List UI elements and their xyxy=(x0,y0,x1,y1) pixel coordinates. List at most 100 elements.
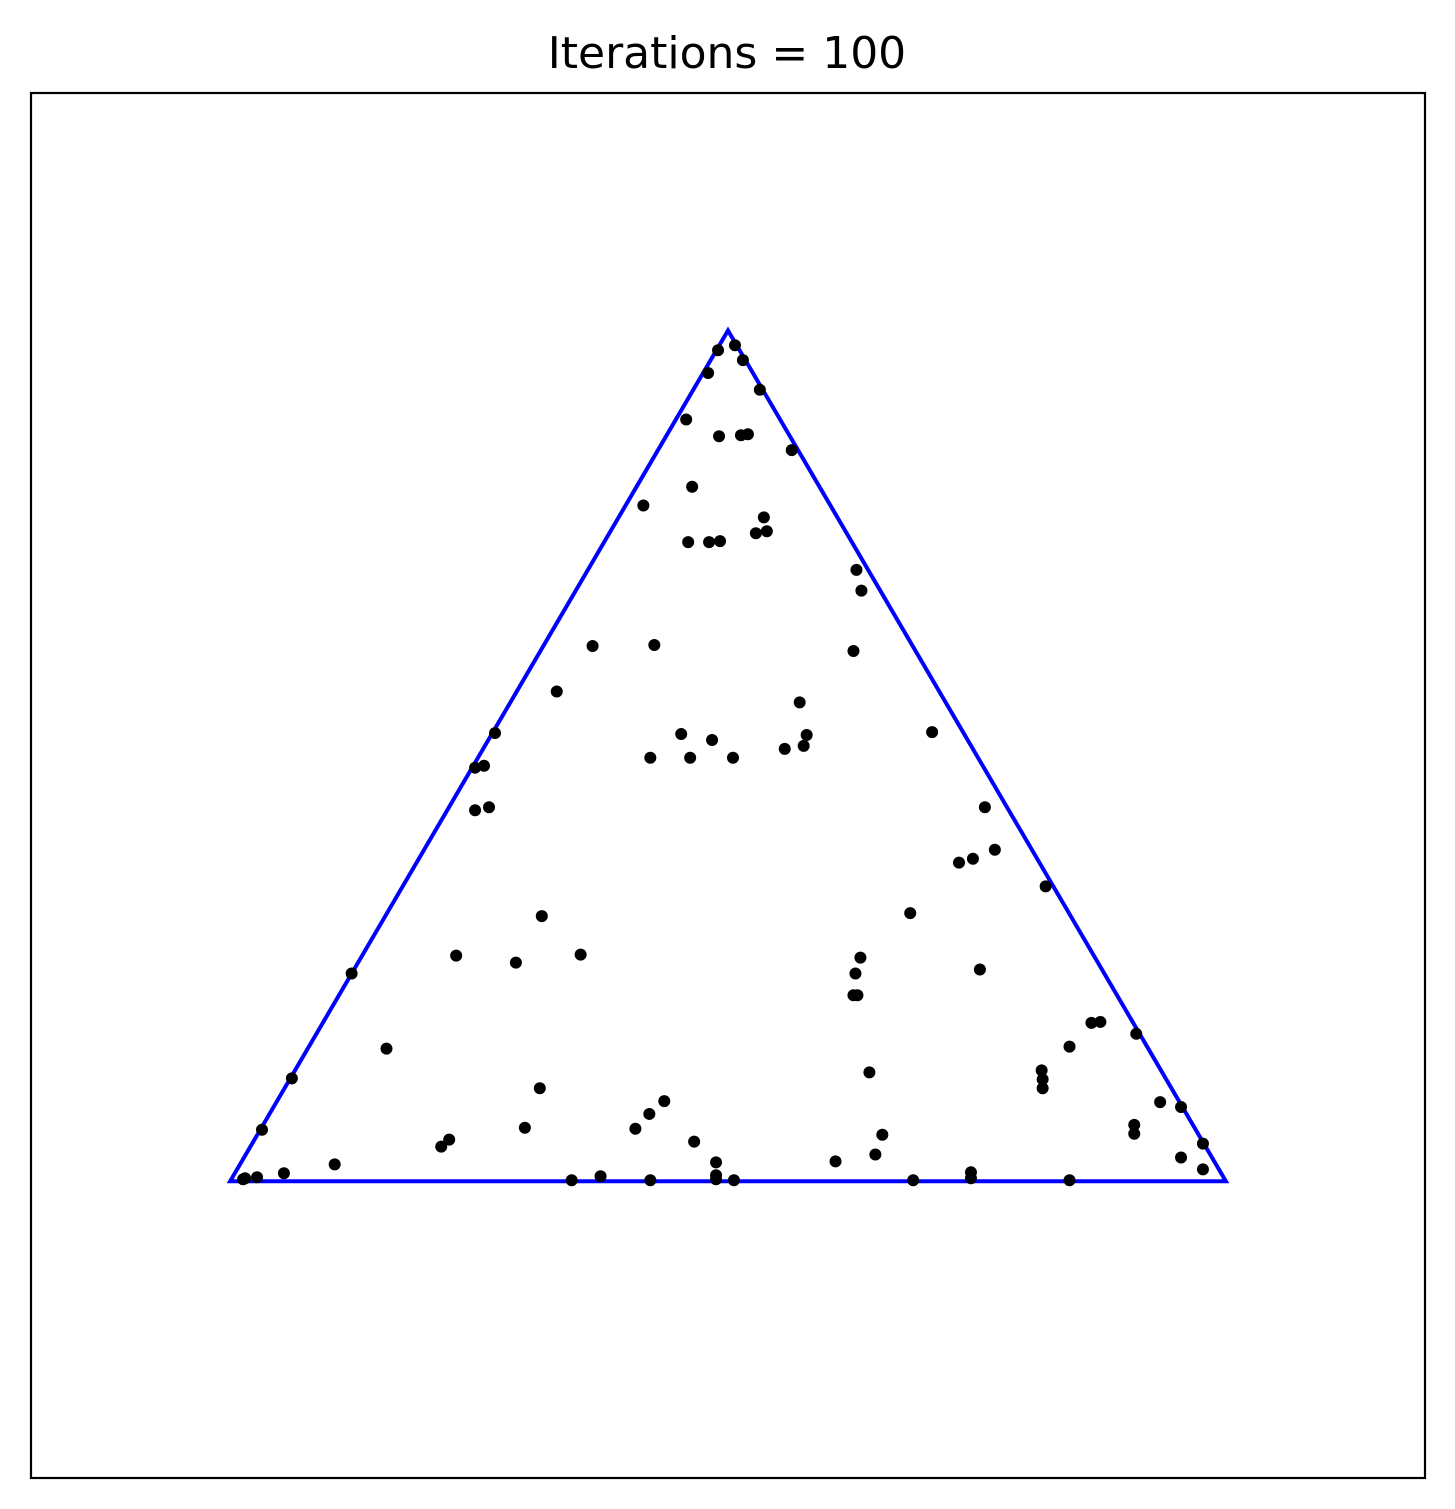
scatter-point-95 xyxy=(710,1173,723,1186)
scatter-point-79 xyxy=(1196,1137,1209,1150)
scatter-point-29 xyxy=(797,739,810,752)
scatter-point-5 xyxy=(680,413,693,426)
scatter-point-43 xyxy=(1039,880,1052,893)
scatter-point-48 xyxy=(450,949,463,962)
scatter-point-31 xyxy=(644,751,657,764)
scatter-point-52 xyxy=(345,967,358,980)
scatter-point-70 xyxy=(629,1122,642,1135)
scatter-point-30 xyxy=(778,742,791,755)
scatter-point-32 xyxy=(684,751,697,764)
scatter-point-83 xyxy=(829,1155,842,1168)
scatter-point-13 xyxy=(749,527,762,540)
scatter-point-26 xyxy=(675,728,688,741)
scatter-point-78 xyxy=(688,1135,701,1148)
triangle-outline xyxy=(226,326,1230,1184)
scatter-point-10 xyxy=(686,480,699,493)
scatter-point-17 xyxy=(703,536,716,549)
scatter-point-72 xyxy=(256,1123,269,1136)
scatter-point-14 xyxy=(760,525,773,538)
scatter-point-2 xyxy=(736,354,749,367)
scatter-point-82 xyxy=(710,1156,723,1169)
scatter-point-20 xyxy=(847,644,860,657)
scatter-point-1 xyxy=(728,339,741,352)
scatter-point-42 xyxy=(988,843,1001,856)
scatter-point-94 xyxy=(727,1174,740,1187)
scatter-point-4 xyxy=(753,383,766,396)
scatter-point-23 xyxy=(550,685,563,698)
scatter-point-56 xyxy=(1094,1015,1107,1028)
scatter-point-18 xyxy=(850,563,863,576)
scatter-point-47 xyxy=(854,951,867,964)
scatter-point-60 xyxy=(863,1066,876,1079)
scatter-point-62 xyxy=(1036,1073,1049,1086)
scatter-point-74 xyxy=(1128,1118,1141,1131)
scatter-point-89 xyxy=(251,1171,264,1184)
scatter-point-55 xyxy=(1085,1016,1098,1029)
scatter-point-69 xyxy=(643,1107,656,1120)
scatter-point-50 xyxy=(849,967,862,980)
scatter-point-15 xyxy=(714,535,727,548)
scatter-point-93 xyxy=(644,1174,657,1187)
plot-frame xyxy=(29,91,1427,1480)
scatter-point-98 xyxy=(1063,1174,1076,1187)
scatter-point-38 xyxy=(483,801,496,814)
scatter-point-8 xyxy=(741,428,754,441)
scatter-point-73 xyxy=(876,1128,889,1141)
scatter-point-46 xyxy=(574,948,587,961)
scatter-point-92 xyxy=(565,1174,578,1187)
scatter-point-68 xyxy=(1175,1101,1188,1114)
scatter-point-85 xyxy=(1196,1163,1209,1176)
scatter-point-41 xyxy=(966,852,979,865)
scatter-point-12 xyxy=(757,511,770,524)
scatter-point-21 xyxy=(586,640,599,653)
scatter-point-66 xyxy=(658,1095,671,1108)
scatter-point-24 xyxy=(793,696,806,709)
points-layer xyxy=(237,339,1209,1187)
scatter-point-86 xyxy=(277,1167,290,1180)
scatter-point-61 xyxy=(1035,1064,1048,1077)
scatter-point-81 xyxy=(1175,1151,1188,1164)
scatter-point-76 xyxy=(443,1133,456,1146)
scatter-point-75 xyxy=(1128,1127,1141,1140)
scatter-point-9 xyxy=(785,444,798,457)
scatter-point-40 xyxy=(953,856,966,869)
chart-title: Iterations = 100 xyxy=(548,28,906,79)
scatter-point-36 xyxy=(478,759,491,772)
scatter-point-25 xyxy=(489,727,502,740)
scatter-point-37 xyxy=(469,804,482,817)
scatter-point-6 xyxy=(713,430,726,443)
scatter-point-39 xyxy=(978,801,991,814)
scatter-point-3 xyxy=(702,366,715,379)
scatter-point-96 xyxy=(907,1174,920,1187)
scatter-point-63 xyxy=(1036,1082,1049,1095)
scatter-point-84 xyxy=(328,1158,341,1171)
scatter-point-97 xyxy=(964,1172,977,1185)
scatter-point-64 xyxy=(285,1072,298,1085)
scatter-point-22 xyxy=(648,639,661,652)
scatter-point-35 xyxy=(469,761,482,774)
scatter-point-28 xyxy=(800,729,813,742)
scatter-point-51 xyxy=(973,963,986,976)
scatter-point-59 xyxy=(1063,1040,1076,1053)
scatter-point-77 xyxy=(435,1140,448,1153)
scatter-point-65 xyxy=(533,1082,546,1095)
scatter-point-80 xyxy=(869,1148,882,1161)
scatter-point-33 xyxy=(726,751,739,764)
scatter-point-58 xyxy=(380,1042,393,1055)
scatter-point-54 xyxy=(851,989,864,1002)
scatter-point-34 xyxy=(926,726,939,739)
scatter-point-67 xyxy=(1154,1096,1167,1109)
scatter-point-19 xyxy=(855,584,868,597)
scatter-point-44 xyxy=(904,907,917,920)
scatter-point-45 xyxy=(535,910,548,923)
scatter-point-91 xyxy=(594,1170,607,1183)
scatter-point-71 xyxy=(518,1121,531,1134)
scatter-point-16 xyxy=(682,536,695,549)
scatter-point-99 xyxy=(237,1173,250,1186)
scatter-point-57 xyxy=(1130,1027,1143,1040)
scatter-point-11 xyxy=(637,499,650,512)
scatter-point-49 xyxy=(509,956,522,969)
scatter-point-27 xyxy=(706,733,719,746)
scatter-point-0 xyxy=(712,344,725,357)
